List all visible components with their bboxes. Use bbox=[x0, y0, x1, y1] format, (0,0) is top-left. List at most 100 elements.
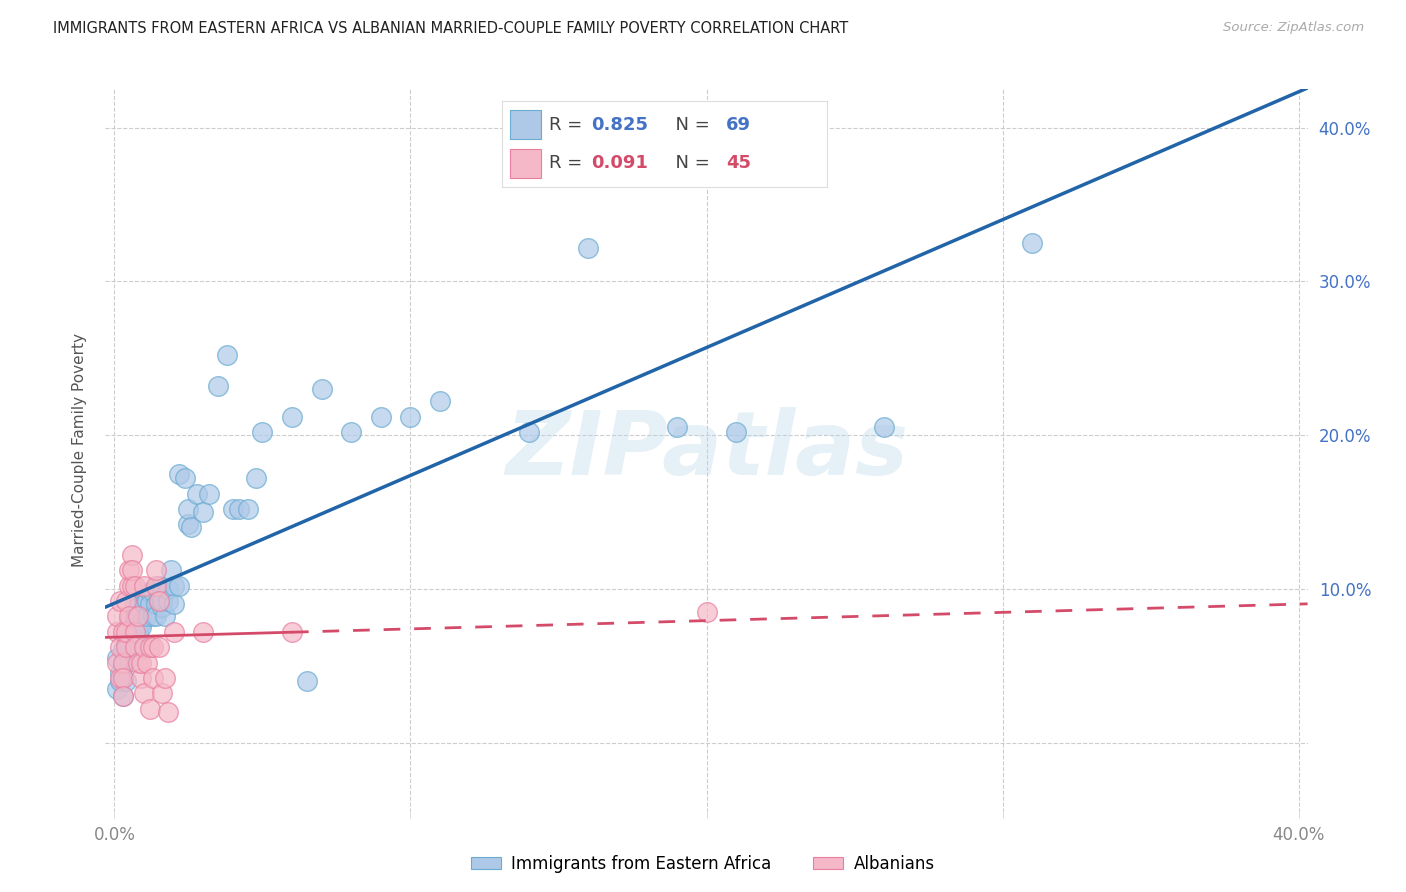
Point bbox=[186, 486, 208, 500]
Point bbox=[156, 705, 179, 719]
Point bbox=[517, 425, 540, 439]
Point bbox=[129, 671, 152, 685]
Point bbox=[576, 241, 599, 255]
Point bbox=[162, 597, 184, 611]
Point bbox=[135, 656, 157, 670]
Point bbox=[121, 563, 143, 577]
Point bbox=[124, 640, 146, 655]
Point bbox=[177, 501, 200, 516]
Point bbox=[228, 501, 250, 516]
Legend: Immigrants from Eastern Africa, Albanians: Immigrants from Eastern Africa, Albanian… bbox=[465, 848, 941, 880]
Point bbox=[139, 702, 162, 716]
Point bbox=[370, 409, 392, 424]
Point bbox=[148, 640, 170, 655]
Point bbox=[127, 656, 149, 670]
Point bbox=[110, 640, 132, 655]
Point bbox=[112, 624, 135, 639]
Point bbox=[142, 671, 165, 685]
Point bbox=[110, 594, 132, 608]
Point bbox=[145, 563, 167, 577]
Text: Source: ZipAtlas.com: Source: ZipAtlas.com bbox=[1223, 21, 1364, 34]
Point bbox=[174, 471, 197, 485]
Point bbox=[399, 409, 422, 424]
Point bbox=[124, 597, 146, 611]
Point bbox=[115, 674, 138, 689]
Point bbox=[665, 420, 688, 434]
Point bbox=[150, 594, 173, 608]
Point bbox=[112, 671, 135, 685]
Point bbox=[121, 579, 143, 593]
Point bbox=[118, 651, 141, 665]
Point bbox=[129, 656, 152, 670]
Point bbox=[153, 671, 176, 685]
Point bbox=[124, 609, 146, 624]
Point bbox=[110, 666, 132, 681]
Point bbox=[118, 609, 141, 624]
Point bbox=[311, 382, 333, 396]
Point bbox=[153, 609, 176, 624]
Point bbox=[252, 425, 274, 439]
Point bbox=[145, 609, 167, 624]
Point bbox=[725, 425, 748, 439]
Point bbox=[129, 615, 152, 630]
Point bbox=[169, 467, 191, 481]
Point bbox=[142, 609, 165, 624]
Text: ZIPatlas: ZIPatlas bbox=[505, 407, 908, 494]
Point bbox=[112, 658, 135, 673]
Point bbox=[281, 624, 304, 639]
Point bbox=[124, 635, 146, 649]
Point bbox=[215, 348, 238, 362]
Point bbox=[236, 501, 259, 516]
Point bbox=[169, 579, 191, 593]
Point bbox=[105, 681, 128, 696]
Point bbox=[115, 594, 138, 608]
Point bbox=[132, 597, 155, 611]
Point bbox=[112, 643, 135, 657]
Point bbox=[124, 579, 146, 593]
Point bbox=[142, 585, 165, 599]
Point bbox=[105, 656, 128, 670]
Point bbox=[139, 585, 162, 599]
Point bbox=[110, 674, 132, 689]
Point bbox=[129, 620, 152, 634]
Point bbox=[162, 579, 184, 593]
Point bbox=[156, 594, 179, 608]
Point bbox=[118, 635, 141, 649]
Point bbox=[142, 640, 165, 655]
Point bbox=[135, 594, 157, 608]
Point bbox=[105, 609, 128, 624]
Point bbox=[281, 409, 304, 424]
Point bbox=[118, 563, 141, 577]
Point bbox=[180, 520, 202, 534]
Point bbox=[139, 597, 162, 611]
Point bbox=[132, 590, 155, 604]
Point bbox=[207, 379, 229, 393]
Point bbox=[191, 624, 214, 639]
Point bbox=[873, 420, 896, 434]
Point bbox=[112, 690, 135, 704]
Point bbox=[191, 505, 214, 519]
Point bbox=[124, 624, 146, 639]
Point bbox=[132, 686, 155, 700]
Point bbox=[112, 690, 135, 704]
Point bbox=[198, 486, 221, 500]
Point bbox=[118, 613, 141, 627]
Point bbox=[118, 579, 141, 593]
Point bbox=[105, 624, 128, 639]
Point bbox=[121, 548, 143, 562]
Point bbox=[696, 605, 718, 619]
Point bbox=[150, 686, 173, 700]
Point bbox=[127, 600, 149, 615]
Point bbox=[162, 624, 184, 639]
Point bbox=[295, 674, 318, 689]
Point bbox=[148, 594, 170, 608]
Point bbox=[127, 609, 149, 624]
Point bbox=[115, 624, 138, 639]
Point bbox=[1021, 235, 1043, 250]
Point bbox=[148, 579, 170, 593]
Point bbox=[105, 651, 128, 665]
Point bbox=[110, 671, 132, 685]
Point bbox=[135, 609, 157, 624]
Text: IMMIGRANTS FROM EASTERN AFRICA VS ALBANIAN MARRIED-COUPLE FAMILY POVERTY CORRELA: IMMIGRANTS FROM EASTERN AFRICA VS ALBANI… bbox=[53, 21, 849, 36]
Point bbox=[177, 517, 200, 532]
